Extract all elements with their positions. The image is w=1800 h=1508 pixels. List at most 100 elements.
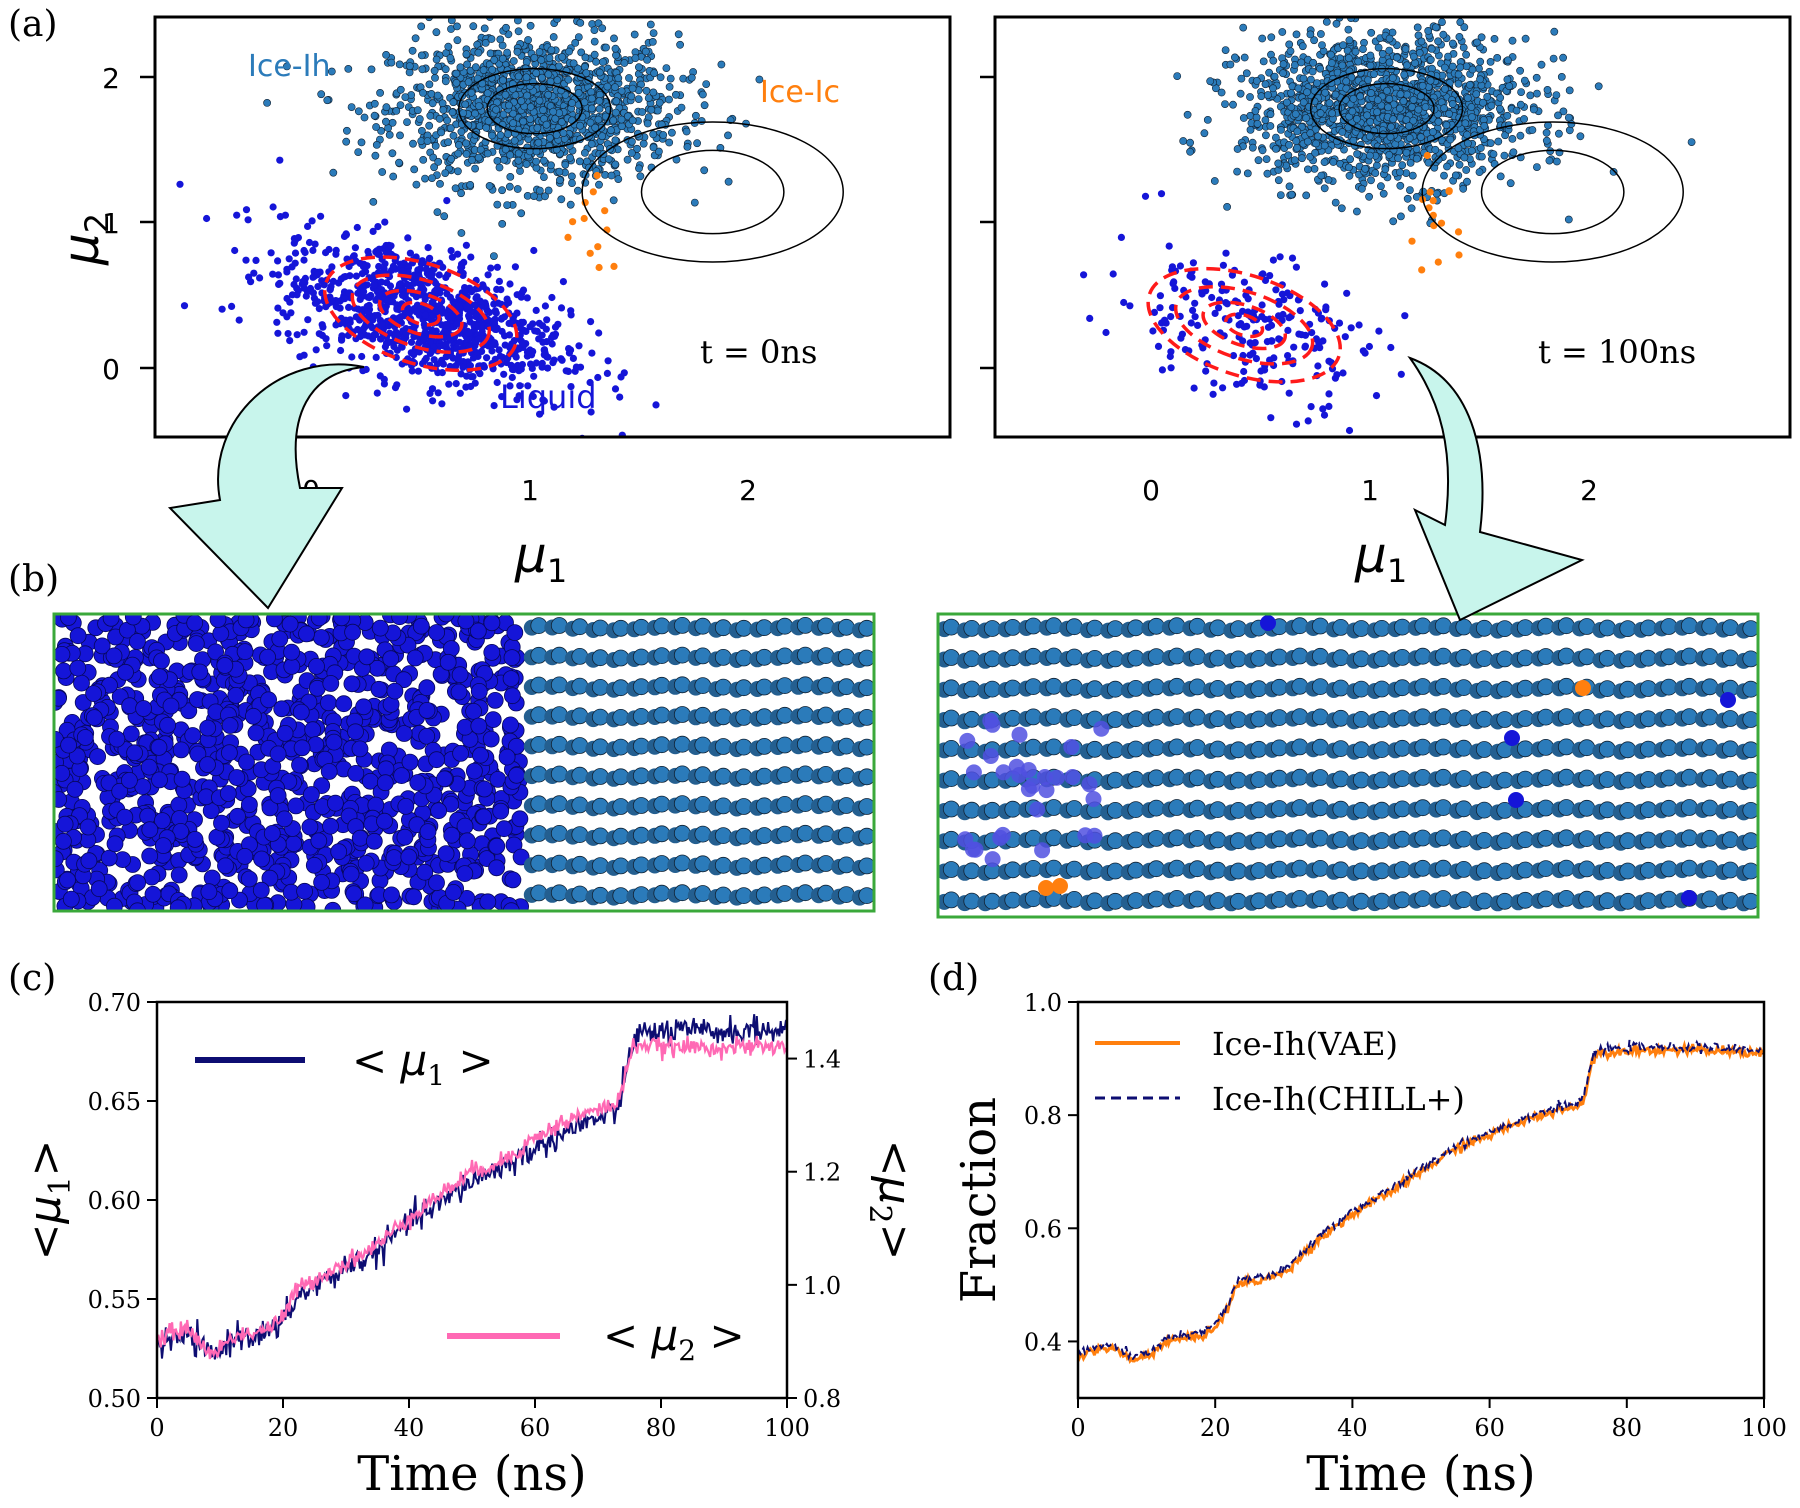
- point-ice-ih: [1406, 158, 1415, 167]
- point-ice-ih: [1306, 129, 1315, 138]
- point-liquid: [337, 346, 345, 355]
- point-liquid: [300, 328, 308, 336]
- point-ice-ih: [627, 149, 636, 157]
- point-liquid: [550, 403, 558, 411]
- point-ice-ih: [431, 141, 440, 150]
- point-ice-ih: [1411, 59, 1419, 67]
- point-ice-ih: [631, 54, 640, 62]
- point-ice-ih: [1248, 143, 1257, 152]
- point-liquid: [353, 223, 361, 232]
- point-liquid: [1387, 343, 1395, 352]
- point-ice-ih: [446, 54, 455, 62]
- point-ice-ih: [486, 49, 495, 58]
- point-ice-ih: [1434, 117, 1443, 126]
- point-liquid: [1126, 302, 1134, 310]
- point-ice-ih: [539, 106, 547, 114]
- point-liquid: [1157, 190, 1166, 198]
- panel-a-left: 2 1 0 0 1 2 μ1 μ2 Ice-Ih Ice-Ic Liquid t…: [52, 15, 952, 590]
- point-ice-ih: [498, 54, 507, 63]
- point-ice-ih: [1479, 98, 1487, 107]
- point-ice-ih: [1403, 61, 1411, 70]
- point-liquid: [460, 258, 468, 266]
- point-ice-ih: [611, 108, 620, 117]
- point-ice-ih: [1557, 73, 1566, 81]
- point-ice-ih: [1327, 50, 1335, 59]
- point-liquid: [476, 297, 484, 305]
- point-ice-ih: [1226, 60, 1235, 69]
- point-ice-ih: [1402, 148, 1411, 157]
- point-liquid: [269, 203, 277, 211]
- point-ice-ih: [526, 103, 535, 111]
- point-ice-ih: [405, 62, 414, 70]
- point-liquid: [242, 206, 251, 214]
- point-liquid: [304, 222, 312, 230]
- point-ice-ih: [549, 33, 558, 41]
- point-liquid: [377, 335, 385, 343]
- contour-liquid: [1201, 300, 1288, 351]
- point-ice-ih: [444, 42, 453, 51]
- point-ice-ih: [453, 36, 462, 45]
- point-ice-ic: [1454, 228, 1463, 236]
- point-liquid: [554, 320, 562, 328]
- point-ice-ih: [1309, 58, 1317, 67]
- point-liquid: [309, 246, 317, 254]
- point-ice-ih: [1290, 156, 1299, 165]
- point-liquid: [1240, 367, 1248, 376]
- label-liquid: Liquid: [500, 378, 597, 416]
- panel-label-b: (b): [8, 559, 59, 600]
- point-liquid: [452, 380, 460, 388]
- point-ice-ih: [662, 64, 671, 72]
- point-liquid: [454, 250, 462, 258]
- point-ice-ic: [580, 214, 588, 223]
- point-liquid: [548, 340, 556, 348]
- point-liquid: [410, 351, 418, 359]
- point-ice-ih: [1387, 122, 1395, 131]
- point-ice-ic: [589, 188, 597, 196]
- point-liquid: [244, 216, 252, 224]
- point-ice-ih: [493, 156, 502, 165]
- point-ice-ih: [574, 33, 583, 41]
- point-liquid: [438, 400, 446, 408]
- point-liquid: [1167, 313, 1175, 321]
- point-ice-ih: [1385, 150, 1394, 159]
- point-ice-ih: [644, 113, 653, 122]
- point-liquid: [438, 369, 446, 377]
- point-liquid: [1191, 313, 1199, 321]
- point-ice-ih: [724, 131, 732, 140]
- x-axis-label: μ1: [514, 526, 567, 590]
- point-liquid: [1256, 381, 1264, 389]
- point-ice-ih: [1487, 101, 1496, 110]
- point-ice-ih: [1279, 69, 1287, 78]
- point-liquid: [338, 334, 346, 342]
- point-ice-ih: [683, 142, 692, 151]
- point-ice-ih: [514, 17, 522, 25]
- point-ice-ih: [413, 106, 422, 115]
- point-ice-ih: [1564, 215, 1573, 224]
- point-ice-ih: [687, 73, 696, 82]
- point-liquid: [588, 349, 596, 357]
- point-ice-ih: [545, 54, 554, 62]
- point-liquid: [447, 247, 455, 255]
- liquid-molecule: [412, 617, 430, 635]
- point-ice-ih: [1254, 156, 1263, 165]
- point-ice-ih: [454, 140, 463, 149]
- point-ice-ih: [1490, 35, 1499, 43]
- point-liquid: [274, 257, 282, 265]
- point-ice-ih: [551, 114, 560, 123]
- point-ice-ih: [549, 107, 558, 116]
- point-liquid: [410, 279, 418, 287]
- point-liquid: [374, 250, 382, 258]
- point-ice-ih: [1559, 53, 1567, 62]
- point-ice-ih: [1385, 95, 1394, 103]
- point-liquid: [1372, 392, 1381, 400]
- point-ice-ih: [1472, 90, 1481, 98]
- point-liquid: [276, 156, 284, 164]
- liquid-molecule: [397, 798, 415, 815]
- point-ice-ih: [1206, 77, 1215, 86]
- point-ice-ih: [409, 139, 417, 148]
- point-ice-ih: [369, 197, 378, 206]
- point-ice-ih: [1285, 40, 1294, 49]
- point-ice-ih: [555, 167, 564, 176]
- point-ice-ih: [1291, 110, 1300, 118]
- point-ice-ih: [1494, 137, 1503, 146]
